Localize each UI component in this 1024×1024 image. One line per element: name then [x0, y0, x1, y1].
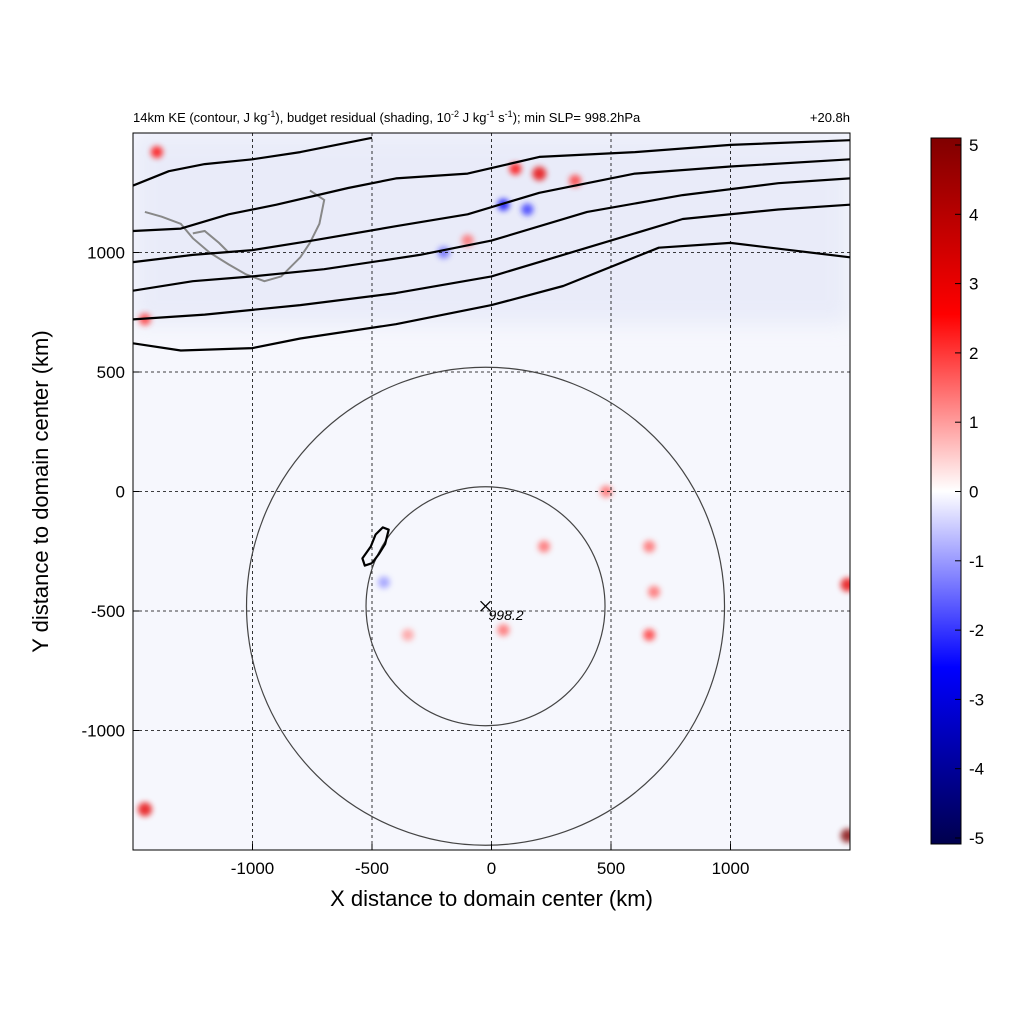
- colorbar-tick-label: -5: [969, 829, 984, 848]
- center-pressure-label: 998.2: [489, 607, 524, 623]
- residual-anomaly: [532, 166, 547, 181]
- residual-anomaly: [643, 540, 656, 553]
- colorbar-tick-label: -1: [969, 552, 984, 571]
- ke-contour: [133, 241, 850, 352]
- center-marker: [480, 600, 491, 612]
- ke-contours: [133, 136, 850, 567]
- colorbar-tick-label: 0: [969, 483, 978, 502]
- time-label: +20.8h: [810, 110, 850, 125]
- residual-anomaly: [840, 577, 850, 592]
- colorbar-tick-label: 1: [969, 413, 978, 432]
- residual-anomaly: [509, 162, 522, 175]
- y-axis-ticks: -1000 -500 0 500 1000: [82, 244, 139, 741]
- residual-anomaly: [150, 146, 163, 159]
- residual-anomaly: [137, 802, 152, 817]
- colorbar-tick-label: -4: [969, 760, 984, 779]
- x-tick-label: 500: [597, 859, 625, 878]
- ke-contour: [133, 139, 850, 233]
- colorbar-tick-label: 5: [969, 136, 978, 155]
- x-tick-label: -1000: [231, 859, 274, 878]
- x-tick-label: 1000: [712, 859, 750, 878]
- coastline: [144, 189, 326, 283]
- residual-anomaly: [521, 203, 534, 216]
- colorbar: 5 4 3 2 1 0 -1 -2 -3 -4 -5: [930, 136, 984, 848]
- x-axis-ticks: -1000 -500 0 500 1000: [231, 844, 750, 878]
- y-axis-label: Y distance to domain center (km): [28, 330, 53, 652]
- ke-contour: [133, 177, 850, 292]
- residual-anomaly: [569, 174, 582, 187]
- ke-contour: [361, 526, 390, 567]
- ke-contour: [133, 203, 850, 321]
- range-ring: [365, 486, 606, 727]
- colorbar-tick-label: -2: [969, 621, 984, 640]
- coastlines: [144, 189, 326, 283]
- y-tick-label: 1000: [87, 244, 125, 263]
- plot-area: 998.2: [132, 132, 851, 851]
- residual-anomaly: [648, 585, 661, 598]
- ke-contour: [133, 136, 373, 187]
- residual-anomaly: [600, 485, 613, 498]
- y-tick-label: -1000: [82, 722, 125, 741]
- colorbar-tick-label: 2: [969, 344, 978, 363]
- y-tick-label: -500: [91, 602, 125, 621]
- residual-anomaly: [461, 234, 474, 247]
- range-rings: [245, 366, 726, 846]
- coastline: [192, 229, 230, 254]
- colorbar-tick-label: -3: [969, 690, 984, 709]
- residual-anomaly: [497, 624, 510, 637]
- colorbar-tick-label: 4: [969, 205, 978, 224]
- colorbar-ticks: 5 4 3 2 1 0 -1 -2 -3 -4 -5: [955, 136, 984, 848]
- x-tick-label: 0: [487, 859, 496, 878]
- residual-anomaly: [377, 576, 390, 589]
- colorbar-tick-label: 3: [969, 275, 978, 294]
- residual-anomaly: [643, 628, 656, 641]
- range-ring: [245, 366, 726, 846]
- residual-anomaly: [401, 628, 414, 641]
- x-axis-label: X distance to domain center (km): [330, 886, 653, 911]
- y-tick-label: 0: [116, 483, 125, 502]
- ke-contour: [133, 158, 850, 264]
- residual-anomaly: [538, 540, 551, 553]
- y-tick-label: 500: [97, 363, 125, 382]
- x-tick-label: -500: [355, 859, 389, 878]
- chart-title: 14km KE (contour, J kg-1), budget residu…: [133, 109, 641, 125]
- storm-center: 998.2: [480, 600, 524, 623]
- residual-anomaly: [840, 828, 850, 843]
